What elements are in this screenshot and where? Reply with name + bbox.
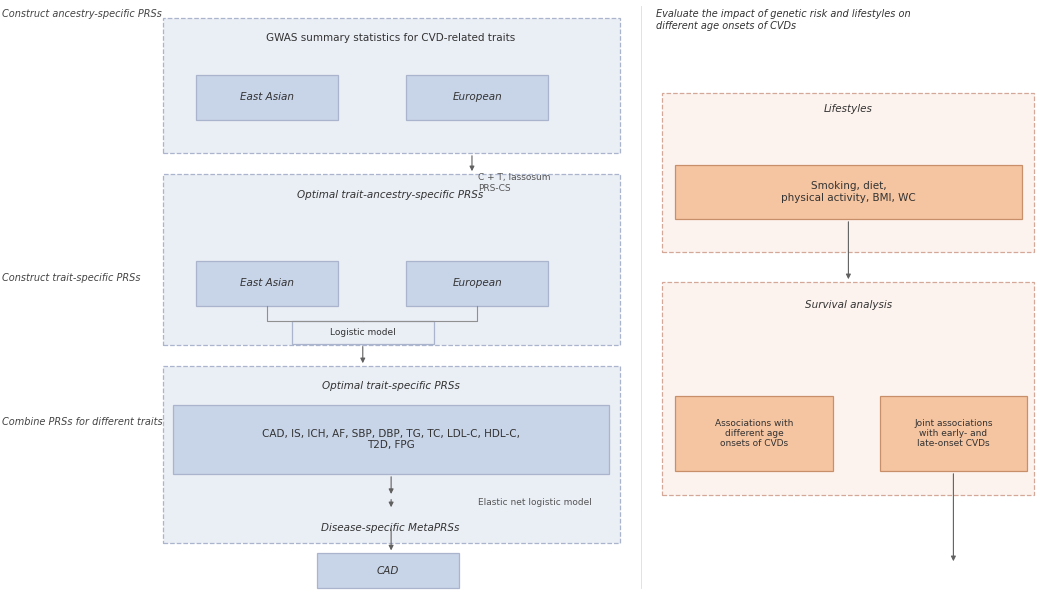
Text: Joint associations
with early- and
late-onset CVDs: Joint associations with early- and late-… [915, 419, 992, 448]
Text: Elastic net logistic model: Elastic net logistic model [478, 498, 591, 506]
FancyBboxPatch shape [662, 282, 1034, 495]
Text: CAD: CAD [377, 566, 399, 575]
FancyBboxPatch shape [196, 261, 338, 306]
Text: GWAS summary statistics for CVD-related traits: GWAS summary statistics for CVD-related … [266, 33, 516, 43]
Text: Associations with
different age
onsets of CVDs: Associations with different age onsets o… [715, 419, 793, 448]
Text: Optimal trait-specific PRSs: Optimal trait-specific PRSs [321, 381, 460, 391]
FancyBboxPatch shape [163, 18, 620, 153]
FancyBboxPatch shape [163, 174, 620, 345]
Text: Lifestyles: Lifestyles [824, 104, 873, 115]
FancyBboxPatch shape [317, 553, 459, 588]
Text: East Asian: East Asian [240, 278, 294, 289]
Text: European: European [453, 278, 502, 289]
FancyBboxPatch shape [675, 396, 833, 471]
FancyBboxPatch shape [406, 75, 548, 120]
Text: Logistic model: Logistic model [330, 328, 396, 337]
FancyBboxPatch shape [163, 366, 620, 543]
Text: Evaluate the impact of genetic risk and lifestyles on
different age onsets of CV: Evaluate the impact of genetic risk and … [656, 9, 911, 31]
Text: Construct ancestry-specific PRSs: Construct ancestry-specific PRSs [2, 9, 162, 19]
Text: Smoking, diet,
physical activity, BMI, WC: Smoking, diet, physical activity, BMI, W… [781, 181, 916, 203]
Text: C + T, lassosum
PRS-CS: C + T, lassosum PRS-CS [478, 173, 550, 193]
FancyBboxPatch shape [675, 165, 1022, 219]
Text: Combine PRSs for different traits: Combine PRSs for different traits [2, 417, 163, 427]
FancyBboxPatch shape [196, 75, 338, 120]
FancyBboxPatch shape [406, 261, 548, 306]
Text: Survival analysis: Survival analysis [805, 300, 891, 310]
Text: Disease-specific MetaPRSs: Disease-specific MetaPRSs [321, 523, 460, 533]
FancyBboxPatch shape [880, 396, 1027, 471]
Text: East Asian: East Asian [240, 92, 294, 103]
Text: Construct trait-specific PRSs: Construct trait-specific PRSs [2, 273, 141, 283]
Text: European: European [453, 92, 502, 103]
Text: CAD, IS, ICH, AF, SBP, DBP, TG, TC, LDL-C, HDL-C,
T2D, FPG: CAD, IS, ICH, AF, SBP, DBP, TG, TC, LDL-… [262, 428, 520, 450]
FancyBboxPatch shape [292, 321, 434, 344]
FancyBboxPatch shape [173, 405, 609, 474]
Text: Optimal trait-ancestry-specific PRSs: Optimal trait-ancestry-specific PRSs [297, 190, 484, 200]
FancyBboxPatch shape [662, 93, 1034, 252]
